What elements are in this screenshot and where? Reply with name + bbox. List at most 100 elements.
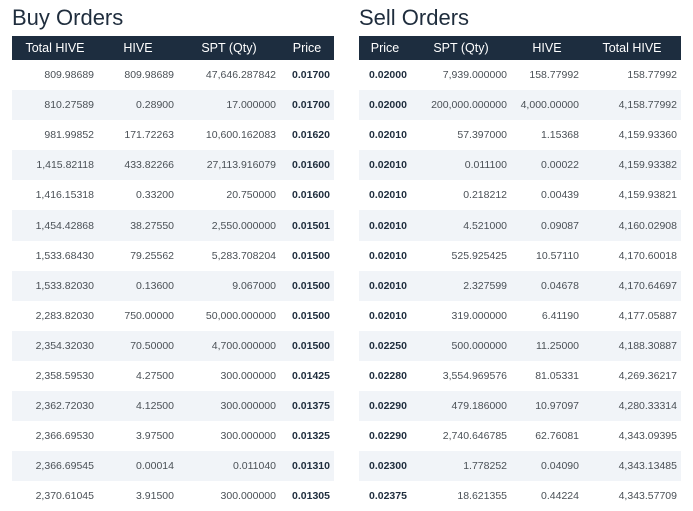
column-header-hive[interactable]: HIVE (98, 36, 178, 60)
buy-cell-price: 0.01501 (280, 210, 334, 241)
sell-orders-title: Sell Orders (359, 5, 470, 30)
sell-order-row[interactable]: 0.02000 7,939.000000 158.77992 158.77992 (359, 60, 681, 90)
sell-cell-total-hive: 4,280.33314 (583, 391, 681, 422)
sell-cell-total-hive: 4,158.77992 (583, 90, 681, 121)
sell-cell-total-hive: 4,160.02908 (583, 210, 681, 241)
sell-cell-spt-qty: 319.000000 (451, 309, 507, 322)
buy-cell-hive: 433.82266 (98, 150, 178, 181)
sell-cell-hive: 62.76081 (535, 430, 579, 443)
sell-order-row[interactable]: 0.02280 3,554.969576 81.05331 4,269.36217 (359, 361, 681, 391)
sell-cell-total-hive: 4,159.93360 (618, 129, 677, 142)
buy-order-row[interactable]: 1,416.15318 0.33200 20.750000 0.01600 (12, 180, 334, 210)
column-header-total-hive[interactable]: Total HIVE (12, 36, 98, 60)
sell-cell-price: 0.02250 (359, 330, 411, 361)
sell-order-row[interactable]: 0.02375 18.621355 0.44224 4,343.57709 (359, 481, 681, 511)
buy-order-row[interactable]: 2,366.69530 3.97500 300.000000 0.01325 (12, 421, 334, 451)
sell-cell-spt-qty: 0.011100 (411, 150, 511, 181)
sell-cell-hive: 0.00439 (541, 189, 579, 202)
buy-cell-price: 0.01310 (280, 451, 334, 482)
sell-cell-price: 0.02290 (359, 391, 411, 422)
buy-cell-spt-qty: 27,113.916079 (178, 150, 280, 181)
buy-orders-title: Buy Orders (12, 5, 124, 30)
sell-cell-spt-qty: 1.778252 (411, 451, 511, 482)
buy-cell-price: 0.01500 (280, 330, 334, 361)
sell-cell-total-hive: 4,188.30887 (583, 330, 681, 361)
sell-cell-total-hive: 4,343.09395 (618, 430, 677, 443)
sell-order-row[interactable]: 0.02300 1.778252 0.04090 4,343.13485 (359, 451, 681, 482)
buy-order-row[interactable]: 981.99852 171.72263 10,600.162083 0.01620 (12, 120, 334, 150)
buy-order-row[interactable]: 1,415.82118 433.82266 27,113.916079 0.01600 (12, 150, 334, 181)
sell-order-row[interactable]: 0.02010 57.397000 1.15368 4,159.93360 (359, 120, 681, 150)
buy-order-row[interactable]: 2,354.32030 70.50000 4,700.000000 0.01500 (12, 330, 334, 361)
buy-order-row[interactable]: 2,283.82030 750.00000 50,000.000000 0.01500 (12, 301, 334, 331)
buy-cell-price: 0.01375 (280, 391, 334, 422)
sell-cell-total-hive: 4,343.13485 (583, 451, 681, 482)
buy-cell-hive: 0.28900 (98, 90, 178, 121)
sell-cell-price: 0.02010 (369, 249, 407, 262)
sell-order-row[interactable]: 0.02000 200,000.000000 4,000.00000 4,158.77… (359, 90, 681, 121)
sell-cell-hive: 1.15368 (541, 129, 579, 142)
sell-cell-price: 0.02000 (369, 69, 407, 82)
sell-cell-total-hive: 4,170.64697 (583, 270, 681, 301)
buy-orders-header-row: Total HIVE HIVE SPT (Qty) Price (12, 36, 334, 60)
buy-cell-price: 0.01600 (280, 150, 334, 181)
sell-order-row[interactable]: 0.02010 2.327599 0.04678 4,170.64697 (359, 270, 681, 301)
sell-cell-price: 0.02000 (359, 90, 411, 121)
buy-cell-hive: 809.98689 (124, 69, 174, 82)
sell-cell-price: 0.02290 (369, 430, 407, 443)
buy-order-row[interactable]: 1,533.68430 79.25562 5,283.708204 0.01500 (12, 241, 334, 271)
sell-order-row[interactable]: 0.02010 0.218212 0.00439 4,159.93821 (359, 180, 681, 210)
sell-cell-spt-qty: 7,939.000000 (442, 69, 507, 82)
buy-order-row[interactable]: 2,370.61045 3.91500 300.000000 0.01305 (12, 481, 334, 511)
buy-cell-price: 0.01600 (292, 189, 330, 202)
buy-cell-spt-qty: 2,550.000000 (178, 210, 280, 241)
sell-order-row[interactable]: 0.02010 319.000000 6.41190 4,177.05887 (359, 301, 681, 331)
buy-cell-hive: 750.00000 (124, 309, 174, 322)
buy-cell-total-hive: 2,358.59530 (35, 369, 94, 382)
sell-order-row[interactable]: 0.02290 479.186000 10.97097 4,280.33314 (359, 391, 681, 422)
buy-cell-total-hive: 2,370.61045 (35, 490, 94, 503)
buy-cell-hive: 171.72263 (124, 129, 174, 142)
buy-cell-hive: 4.12500 (98, 391, 178, 422)
sell-cell-spt-qty: 2.327599 (411, 270, 511, 301)
buy-cell-total-hive: 810.27589 (12, 90, 98, 121)
buy-order-row[interactable]: 809.98689 809.98689 47,646.287842 0.01700 (12, 60, 334, 90)
sell-cell-price: 0.02300 (359, 451, 411, 482)
sell-cell-price: 0.02010 (359, 210, 411, 241)
buy-order-row[interactable]: 1,533.82030 0.13600 9.067000 0.01500 (12, 270, 334, 301)
column-header-total-hive[interactable]: Total HIVE (583, 36, 681, 60)
buy-cell-total-hive: 809.98689 (44, 69, 94, 82)
sell-cell-hive: 10.57110 (535, 249, 579, 262)
sell-order-row[interactable]: 0.02010 0.011100 0.00022 4,159.93382 (359, 150, 681, 181)
column-header-spt-qty[interactable]: SPT (Qty) (411, 36, 511, 60)
buy-order-row[interactable]: 2,358.59530 4.27500 300.000000 0.01425 (12, 361, 334, 391)
column-header-price[interactable]: Price (280, 36, 334, 60)
buy-cell-hive: 3.91500 (136, 490, 174, 503)
sell-cell-price: 0.02010 (359, 270, 411, 301)
buy-cell-price: 0.01500 (280, 270, 334, 301)
buy-order-row[interactable]: 810.27589 0.28900 17.000000 0.01700 (12, 90, 334, 121)
sell-order-row[interactable]: 0.02250 500.000000 11.25000 4,188.30887 (359, 330, 681, 361)
buy-order-row[interactable]: 2,362.72030 4.12500 300.000000 0.01375 (12, 391, 334, 422)
sell-cell-total-hive: 4,159.93821 (618, 189, 677, 202)
sell-cell-total-hive: 4,177.05887 (618, 309, 677, 322)
sell-cell-total-hive: 4,170.60018 (618, 249, 677, 262)
buy-cell-hive: 38.27550 (98, 210, 178, 241)
sell-order-row[interactable]: 0.02010 525.925425 10.57110 4,170.60018 (359, 241, 681, 271)
buy-cell-price: 0.01500 (292, 309, 330, 322)
sell-order-row[interactable]: 0.02290 2,740.646785 62.76081 4,343.09395 (359, 421, 681, 451)
buy-cell-hive: 0.33200 (136, 189, 174, 202)
buy-order-row[interactable]: 1,454.42868 38.27550 2,550.000000 0.01501 (12, 210, 334, 241)
sell-cell-hive: 0.04678 (511, 270, 583, 301)
buy-order-row[interactable]: 2,366.69545 0.00014 0.011040 0.01310 (12, 451, 334, 482)
sell-cell-hive: 158.77992 (529, 69, 579, 82)
buy-cell-spt-qty: 10,600.162083 (205, 129, 276, 142)
column-header-spt-qty[interactable]: SPT (Qty) (178, 36, 280, 60)
sell-order-row[interactable]: 0.02010 4.521000 0.09087 4,160.02908 (359, 210, 681, 241)
buy-cell-spt-qty: 300.000000 (178, 391, 280, 422)
column-header-price[interactable]: Price (359, 36, 411, 60)
buy-orders-panel: Buy Orders Total HIVE HIVE SPT (Qty) Pri… (12, 0, 334, 511)
sell-cell-total-hive: 4,159.93382 (583, 150, 681, 181)
sell-cell-price: 0.02375 (369, 490, 407, 503)
column-header-hive[interactable]: HIVE (511, 36, 583, 60)
